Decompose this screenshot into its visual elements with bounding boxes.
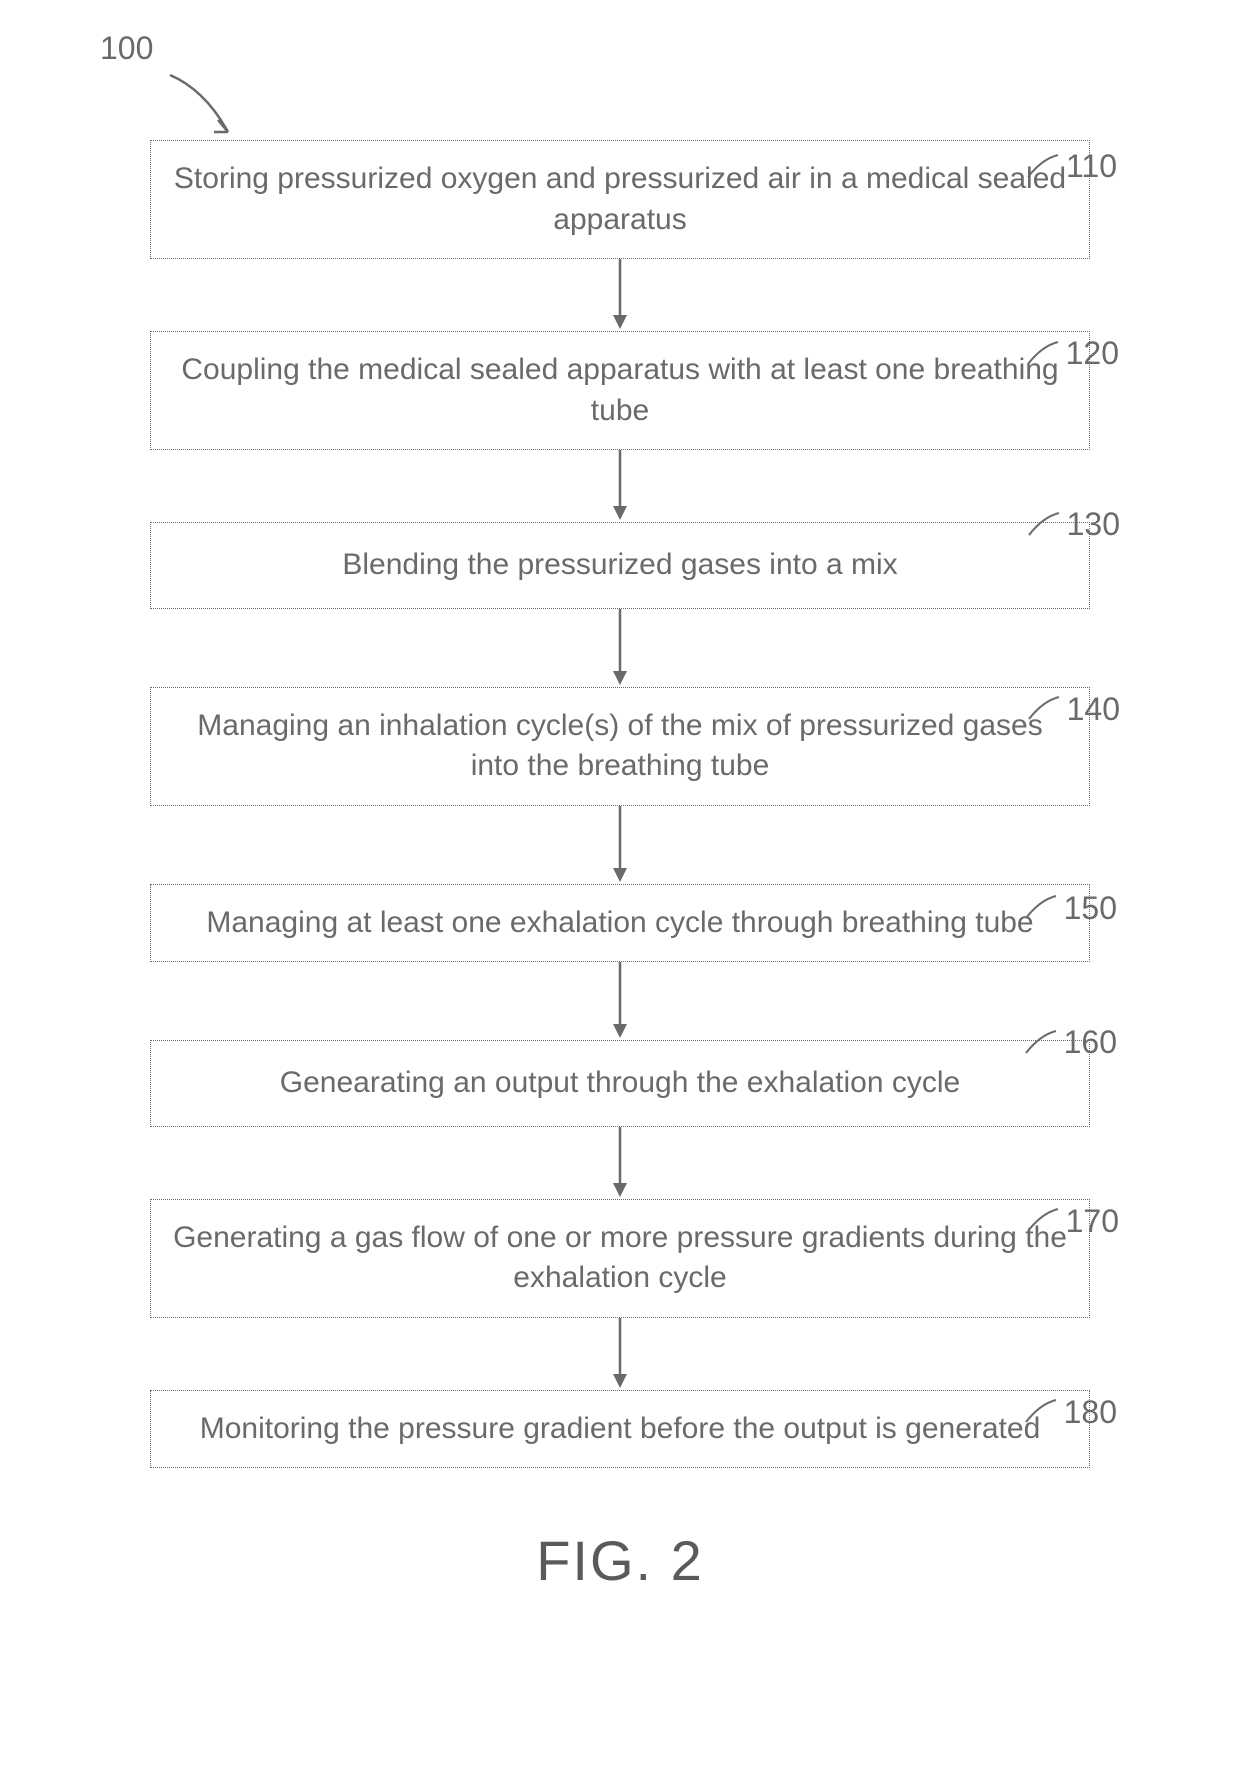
connector-arrow: [610, 806, 630, 884]
step-text: Blending the pressurized gases into a mi…: [342, 545, 897, 586]
connector-arrow: [610, 259, 630, 331]
step-row: Monitoring the pressure gradient before …: [30, 1390, 1210, 1469]
leader-curve-icon: [1027, 695, 1061, 723]
step-label: 180: [1024, 1394, 1117, 1431]
step-row: Managing at least one exhalation cycle t…: [30, 884, 1210, 963]
step-label: 150: [1024, 890, 1117, 927]
step-label: 110: [1026, 148, 1117, 185]
step-box: Monitoring the pressure gradient before …: [150, 1390, 1090, 1469]
step-id: 150: [1064, 890, 1117, 927]
step-box: Blending the pressurized gases into a mi…: [150, 522, 1090, 609]
connector-arrow: [610, 450, 630, 522]
step-label: 120: [1026, 335, 1119, 372]
step-box: Managing at least one exhalation cycle t…: [150, 884, 1090, 963]
flowchart-diagram: 100 Storing pressurized oxygen and press…: [30, 40, 1210, 1593]
leader-curve-icon: [1024, 1029, 1058, 1057]
leader-curve-icon: [1024, 1398, 1058, 1426]
step-box: Generating a gas flow of one or more pre…: [150, 1199, 1090, 1318]
step-row: Coupling the medical sealed apparatus wi…: [30, 331, 1210, 450]
leader-curve-icon: [1027, 511, 1061, 539]
step-box: Managing an inhalation cycle(s) of the m…: [150, 687, 1090, 806]
step-text: Storing pressurized oxygen and pressuriz…: [171, 159, 1069, 240]
step-text: Managing an inhalation cycle(s) of the m…: [171, 706, 1069, 787]
step-row: Managing an inhalation cycle(s) of the m…: [30, 687, 1210, 806]
step-text: Monitoring the pressure gradient before …: [200, 1409, 1041, 1450]
step-text: Managing at least one exhalation cycle t…: [206, 903, 1033, 944]
step-label: 170: [1026, 1203, 1119, 1240]
connector-arrow: [610, 1318, 630, 1390]
step-id: 160: [1064, 1024, 1117, 1061]
step-id: 110: [1066, 148, 1117, 185]
step-row: Generating a gas flow of one or more pre…: [30, 1199, 1210, 1318]
step-id: 170: [1066, 1203, 1119, 1240]
step-label: 160: [1024, 1024, 1117, 1061]
step-text: Generating a gas flow of one or more pre…: [171, 1218, 1069, 1299]
step-id: 140: [1067, 691, 1120, 728]
diagram-label: 100: [100, 30, 153, 67]
step-text: Genearating an output through the exhala…: [280, 1063, 960, 1104]
leader-curve-icon: [1026, 153, 1060, 181]
figure-title: FIG. 2: [536, 1528, 704, 1593]
leader-curve-icon: [1026, 1207, 1060, 1235]
step-row: Blending the pressurized gases into a mi…: [30, 522, 1210, 609]
leader-curve-icon: [1024, 894, 1058, 922]
step-id: 120: [1066, 335, 1119, 372]
leader-curve-icon: [1026, 340, 1060, 368]
connector-arrow: [610, 609, 630, 687]
step-row: Genearating an output through the exhala…: [30, 1040, 1210, 1127]
connector-arrow: [610, 962, 630, 1040]
step-box: Coupling the medical sealed apparatus wi…: [150, 331, 1090, 450]
step-box: Storing pressurized oxygen and pressuriz…: [150, 140, 1090, 259]
step-box: Genearating an output through the exhala…: [150, 1040, 1090, 1127]
step-id: 130: [1067, 506, 1120, 543]
connector-arrow: [610, 1127, 630, 1199]
step-row: Storing pressurized oxygen and pressuriz…: [30, 140, 1210, 259]
step-id: 180: [1064, 1394, 1117, 1431]
step-label: 140: [1027, 691, 1120, 728]
step-text: Coupling the medical sealed apparatus wi…: [171, 350, 1069, 431]
step-label: 130: [1027, 506, 1120, 543]
